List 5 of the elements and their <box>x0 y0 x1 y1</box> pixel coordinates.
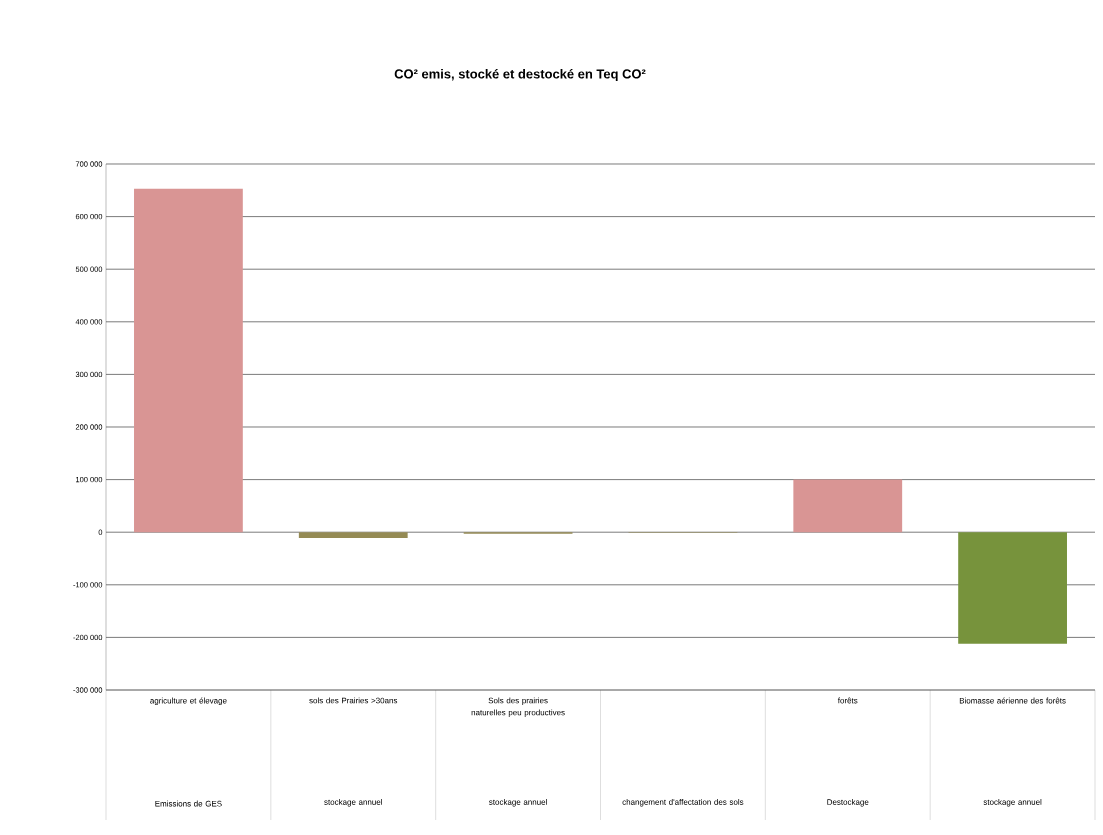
bar <box>793 479 903 533</box>
chart-title: CO² emis, stocké et destocké en Teq CO² <box>394 68 646 82</box>
bar <box>958 532 1067 644</box>
bar <box>298 532 408 538</box>
bar <box>134 188 243 533</box>
